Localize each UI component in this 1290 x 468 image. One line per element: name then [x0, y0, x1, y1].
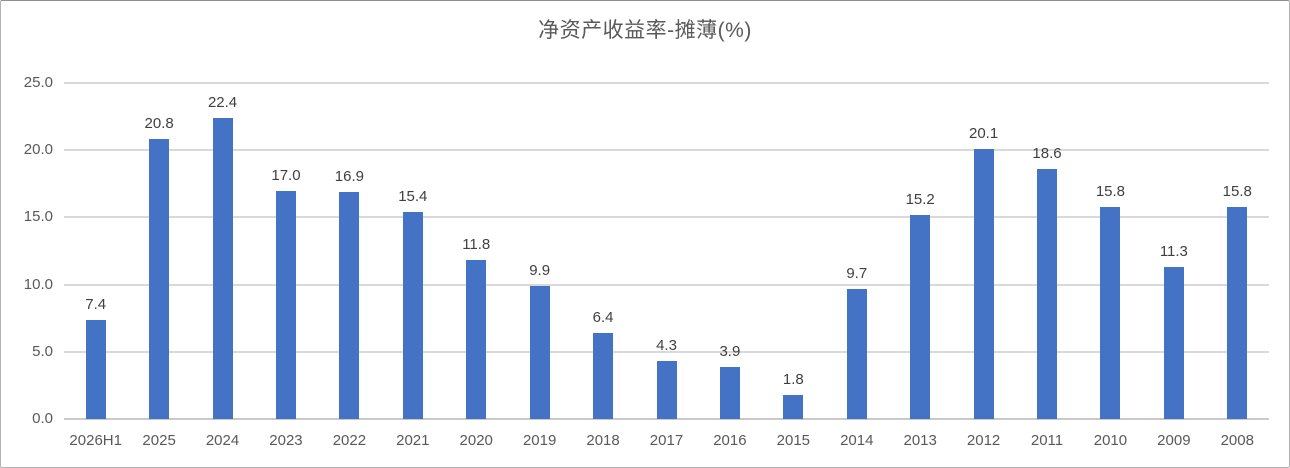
bar-2015: [783, 394, 804, 419]
gridline: [64, 216, 1269, 219]
bar-2020: [466, 260, 487, 419]
bar-value-label: 16.9: [334, 167, 364, 185]
y-tick-label: 25.0: [23, 74, 53, 91]
bar-2012: [973, 148, 994, 419]
x-tick-label: 2008: [1220, 432, 1254, 449]
x-tick-label: 2023: [269, 432, 303, 449]
bar-value-label: 15.2: [905, 190, 935, 208]
x-tick-label: 2020: [459, 432, 493, 449]
bar-2018: [593, 332, 614, 419]
x-axis-line: [64, 418, 1269, 420]
bar-value-label: 4.3: [656, 337, 677, 355]
chart-title: 净资产收益率-摊薄(%): [538, 19, 752, 42]
x-tick-label: 2019: [522, 432, 557, 449]
bar-value-label: 17.0: [271, 166, 301, 184]
x-tick-label: 2025: [142, 432, 176, 449]
bar-2011: [1037, 169, 1058, 419]
gridline: [64, 149, 1269, 152]
bar-value-label: 1.8: [782, 370, 804, 388]
bar-value-label: 22.4: [207, 93, 238, 111]
y-tick-label: 5.0: [32, 342, 53, 360]
bar-2017: [656, 361, 677, 419]
x-tick-label: 2021: [396, 432, 430, 449]
gridline: [64, 283, 1269, 286]
bar-value-label: 6.4: [592, 308, 614, 326]
x-tick-label: 2014: [840, 432, 874, 449]
x-tick-label: 2022: [332, 432, 367, 449]
x-tick-label: 2018: [586, 432, 620, 449]
bar-2025: [149, 139, 170, 419]
y-tick-label: 20.0: [23, 141, 53, 159]
bar-value-label: 20.1: [968, 124, 999, 142]
bar-2014: [846, 288, 867, 419]
x-tick-label: 2010: [1093, 432, 1128, 449]
x-tick-label: 2024: [205, 432, 240, 449]
bar-2024: [212, 117, 233, 419]
bar-value-label: 11.3: [1159, 243, 1188, 261]
y-tick-label: 10.0: [23, 275, 53, 293]
x-tick-label: 2015: [776, 432, 811, 449]
bar-value-label: 15.4: [398, 188, 428, 206]
gridline: [64, 82, 1269, 84]
bar-2022: [339, 191, 360, 419]
x-tick-label: 2017: [649, 432, 684, 449]
bar-2013: [910, 214, 931, 419]
bar-2008: [1227, 206, 1248, 419]
y-tick-label: 15.0: [23, 208, 53, 226]
bar-2009: [1163, 267, 1184, 419]
bar-2019: [529, 285, 550, 419]
bar-value-label: 15.8: [1095, 182, 1126, 200]
x-tick-label: 2011: [1030, 432, 1064, 449]
bar-2016: [719, 366, 740, 419]
bar-2023: [275, 190, 296, 419]
bar-value-label: 9.9: [529, 261, 551, 279]
bar-2010: [1100, 206, 1121, 419]
bar-value-label: 15.8: [1222, 182, 1252, 200]
bar-value-label: 11.8: [462, 236, 491, 254]
bar-value-label: 3.9: [719, 342, 741, 360]
bar-value-label: 7.4: [85, 295, 107, 313]
gridline: [64, 350, 1269, 353]
x-tick-label: 2013: [903, 432, 937, 449]
x-tick-label: 2012: [966, 432, 1001, 449]
x-tick-label: 2016: [713, 432, 747, 449]
y-tick-label: 0.0: [32, 410, 53, 427]
bar-value-label: 9.7: [846, 264, 868, 282]
x-tick-label: 2026H1: [69, 432, 122, 449]
bar-value-label: 20.8: [144, 115, 174, 133]
bar-2026H1: [85, 319, 106, 419]
bar-value-label: 18.6: [1032, 145, 1062, 163]
bar-2021: [402, 212, 423, 419]
x-tick-label: 2009: [1157, 432, 1191, 449]
